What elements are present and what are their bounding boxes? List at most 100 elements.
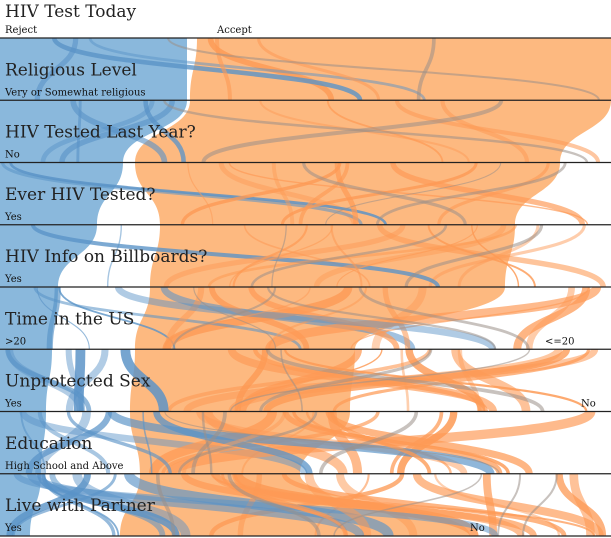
dimension-axis-layer — [0, 37, 611, 537]
ribbon-strand-5-20 — [405, 348, 486, 413]
category-label-live-with-partner-yes[interactable]: Yes — [4, 523, 22, 534]
ribbon-strand-7-12 — [281, 472, 567, 537]
ribbon-strand-4-14 — [46, 286, 61, 350]
ribbon-strand-3-4 — [30, 223, 440, 288]
category-label-hiv-tested-last-year-no[interactable]: No — [5, 150, 20, 161]
ribbon-strand-4-4 — [162, 285, 353, 351]
ribbon-strand-7-19 — [180, 472, 537, 538]
category-label-unprotected-sex-yes[interactable]: Yes — [4, 399, 22, 410]
ribbon-strand-4-0 — [160, 285, 416, 351]
ribbon-gray-strand-4-2 — [266, 286, 497, 350]
ribbon-strand-6-6 — [20, 411, 47, 474]
ribbon-gray-strand-4-0 — [193, 286, 277, 350]
ribbon-gray-strand-4-3 — [358, 286, 530, 350]
label-layer: HIV Test Today Reject Accept Religious Leve… — [4, 2, 596, 534]
ribbon-strand-3-6 — [163, 223, 406, 288]
ribbon-gray-strand-2-0 — [325, 162, 502, 225]
ribbon-gray-strand-7-2 — [497, 473, 522, 537]
ribbon-strand-3-12 — [427, 224, 536, 288]
ribbon-strand-5-8 — [451, 348, 531, 413]
category-label-hiv-test-today-reject[interactable]: Reject — [5, 25, 37, 36]
category-label-religious-level-very-or-somewhat-religious[interactable]: Very or Somewhat religious — [4, 87, 146, 98]
ribbon-gray-strand-7-3 — [333, 473, 483, 537]
ribbon-strand-7-20 — [304, 473, 372, 537]
ribbon-strand-3-13 — [313, 223, 507, 288]
dimension-title-hiv-test-today[interactable]: HIV Test Today — [5, 2, 137, 22]
ribbon-strand-4-15 — [114, 285, 497, 351]
category-label-time-in-the-us-20[interactable]: >20 — [5, 336, 26, 347]
ribbon-strand-7-18 — [72, 472, 191, 538]
category-label-hiv-info-on-billboards-yes[interactable]: Yes — [4, 274, 22, 285]
category-label-unprotected-sex-no[interactable]: No — [581, 399, 596, 410]
ribbon-gray-strand-4-1 — [172, 286, 277, 350]
ribbon-strand-6-19 — [107, 409, 495, 476]
ribbon-strand-2-5 — [271, 162, 295, 225]
category-label-education-high-school-and-above[interactable]: High School and Above — [5, 461, 124, 472]
dimension-title-live-with-partner[interactable]: Live with Partner — [5, 496, 156, 516]
ribbon-gray-strand-5-3 — [265, 348, 545, 413]
ribbon-strand-5-5 — [73, 349, 86, 412]
ribbon-accept-0 — [190, 38, 611, 101]
ribbon-strand-1-8 — [440, 99, 530, 163]
dimension-title-religious-level[interactable]: Religious Level — [5, 60, 137, 80]
ribbon-gray-strand-7-4 — [227, 473, 321, 537]
ribbon-strand-7-23 — [221, 473, 348, 537]
dimension-title-time-in-the-us[interactable]: Time in the US — [5, 309, 134, 329]
ribbon-gray-strand-1-0 — [201, 99, 504, 164]
ribbon-strand-6-7 — [19, 410, 308, 476]
ribbon-strand-4-13 — [265, 284, 602, 352]
dimension-title-ever-hiv-tested[interactable]: Ever HIV Tested? — [5, 185, 156, 205]
ribbon-strand-2-6 — [187, 162, 214, 225]
ribbon-strand-6-17 — [142, 411, 153, 474]
ribbon-gray-strand-6-2 — [177, 411, 318, 475]
ribbon-reject-4 — [0, 287, 58, 350]
category-label-ever-hiv-tested-yes[interactable]: Yes — [4, 212, 22, 223]
ribbon-gray-strand-6-1 — [164, 411, 500, 474]
ribbon-strand-1-6 — [70, 99, 168, 164]
ribbon-strand-6-21 — [182, 411, 287, 475]
ribbon-strand-5-13 — [65, 348, 109, 412]
ribbon-strand-7-26 — [11, 473, 117, 537]
dimension-title-hiv-info-on-billboards[interactable]: HIV Info on Billboards? — [5, 247, 207, 267]
ribbon-strand-6-20 — [66, 411, 172, 475]
ribbon-gray-strand-6-4 — [201, 411, 213, 474]
category-label-hiv-test-today-accept[interactable]: Accept — [216, 25, 252, 36]
ribbon-gray-strand-2-2 — [302, 162, 467, 226]
ribbon-strand-1-7 — [40, 99, 155, 163]
ribbon-reject-0 — [0, 38, 187, 101]
ribbon-strand-3-8 — [336, 224, 478, 288]
ribbon-strand-3-2 — [243, 224, 371, 288]
ribbon-strand-5-14 — [120, 348, 169, 412]
ribbon-reject-1 — [0, 100, 187, 163]
ribbon-strand-6-23 — [330, 411, 432, 475]
category-label-time-in-the-us-20[interactable]: <=20 — [545, 336, 574, 347]
ribbon-strand-1-3 — [394, 99, 601, 164]
dimension-title-hiv-tested-last-year[interactable]: HIV Tested Last Year? — [5, 123, 196, 143]
ribbon-gray-strand-7-1 — [155, 473, 176, 537]
ribbon-strand-2-8 — [180, 162, 342, 226]
ribbon-strand-4-8 — [248, 286, 400, 351]
ribbon-strand-7-7 — [6, 473, 91, 537]
ribbon-strand-3-5 — [207, 224, 517, 288]
ribbon-strand-6-16 — [153, 410, 313, 475]
ribbon-gray-strand-1-1 — [163, 99, 589, 164]
ribbon-reject-2 — [0, 162, 123, 225]
ribbon-strand-0-4 — [34, 37, 79, 101]
ribbon-strand-3-14 — [106, 224, 123, 288]
ribbon-gray-strand-6-0 — [191, 411, 227, 474]
dimension-title-education[interactable]: Education — [5, 434, 92, 454]
ribbon-strand-4-16 — [36, 286, 90, 350]
ribbon-strand-2-10 — [334, 162, 359, 225]
ribbon-strand-7-21 — [26, 471, 365, 538]
ribbon-gray-strand-5-1 — [259, 348, 433, 412]
dimension-title-unprotected-sex[interactable]: Unprotected Sex — [5, 372, 151, 392]
ribbon-strand-3-10 — [471, 224, 520, 288]
ribbon-reject-7 — [0, 473, 41, 536]
category-label-live-with-partner-no[interactable]: No — [470, 523, 485, 534]
ribbon-strand-1-0 — [76, 100, 82, 163]
ribbon-strand-6-15 — [148, 410, 278, 475]
ribbon-strand-0-3 — [52, 37, 363, 102]
ribbon-strand-7-6 — [209, 473, 405, 537]
ribbon-strand-0-1 — [88, 37, 426, 101]
